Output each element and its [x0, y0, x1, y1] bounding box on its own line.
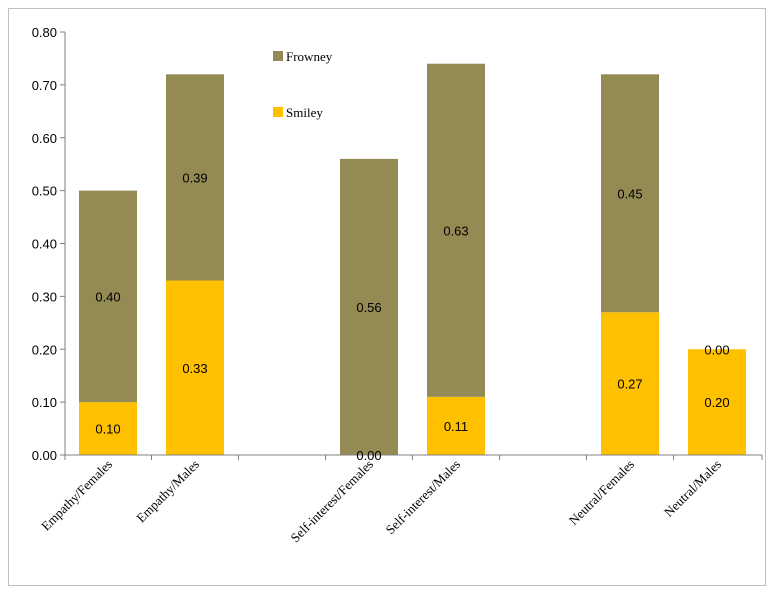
legend-swatch-smiley: [273, 107, 283, 117]
x-category-label: Neutral/Females: [566, 457, 637, 528]
bar-smiley-5: [601, 312, 659, 455]
x-category-label: Neutral/Males: [661, 457, 724, 520]
bar-smiley-1: [79, 402, 137, 455]
bar-frowney-5: [601, 74, 659, 313]
legend-label-smiley: Smiley: [286, 105, 323, 120]
y-tick-label: 0.20: [32, 342, 57, 357]
bars-layer: [79, 63, 746, 455]
y-tick-label: 0.60: [32, 131, 57, 146]
data-label-frowney-2: 0.39: [182, 170, 207, 185]
bar-smiley-4: [427, 396, 485, 455]
x-category-label: Self-interest/Males: [383, 457, 464, 538]
legend-swatch-frowney: [273, 51, 283, 61]
y-tick-label: 0.70: [32, 78, 57, 93]
bar-smiley-2: [166, 280, 224, 455]
bar-frowney-1: [79, 190, 137, 403]
data-label-frowney-5: 0.45: [617, 186, 642, 201]
bar-frowney-3: [340, 158, 398, 455]
y-tick-label: 0.00: [32, 448, 57, 463]
y-tick-label: 0.10: [32, 395, 57, 410]
x-category-label: Empathy/Females: [38, 457, 115, 534]
legend-label-frowney: Frowney: [286, 49, 333, 64]
data-label-smiley-3: 0.00: [356, 448, 381, 463]
y-tick-label: 0.80: [32, 25, 57, 40]
data-label-smiley-5: 0.27: [617, 377, 642, 392]
data-label-smiley-6: 0.20: [704, 395, 729, 410]
data-label-smiley-1: 0.10: [95, 422, 120, 437]
data-label-frowney-6: 0.00: [704, 342, 729, 357]
bar-frowney-4: [427, 63, 485, 397]
bar-frowney-2: [166, 74, 224, 281]
data-label-frowney-3: 0.56: [356, 300, 381, 315]
data-label-smiley-4: 0.11: [444, 419, 468, 434]
data-label-frowney-4: 0.63: [443, 223, 468, 238]
y-tick-label: 0.50: [32, 184, 57, 199]
data-label-frowney-1: 0.40: [95, 289, 120, 304]
y-tick-label: 0.40: [32, 237, 57, 252]
bar-smiley-6: [688, 349, 746, 455]
data-label-smiley-2: 0.33: [182, 361, 207, 376]
x-category-label: Empathy/Males: [133, 457, 202, 526]
x-category-label: Self-interest/Females: [287, 457, 376, 546]
y-tick-label: 0.30: [32, 289, 57, 304]
legend: Frowney Smiley: [273, 49, 333, 120]
data-labels-layer: 0.10 0.40 0.33 0.39 0.00 0.56 0.11 0.63 0.27 0.45…: [95, 170, 729, 463]
